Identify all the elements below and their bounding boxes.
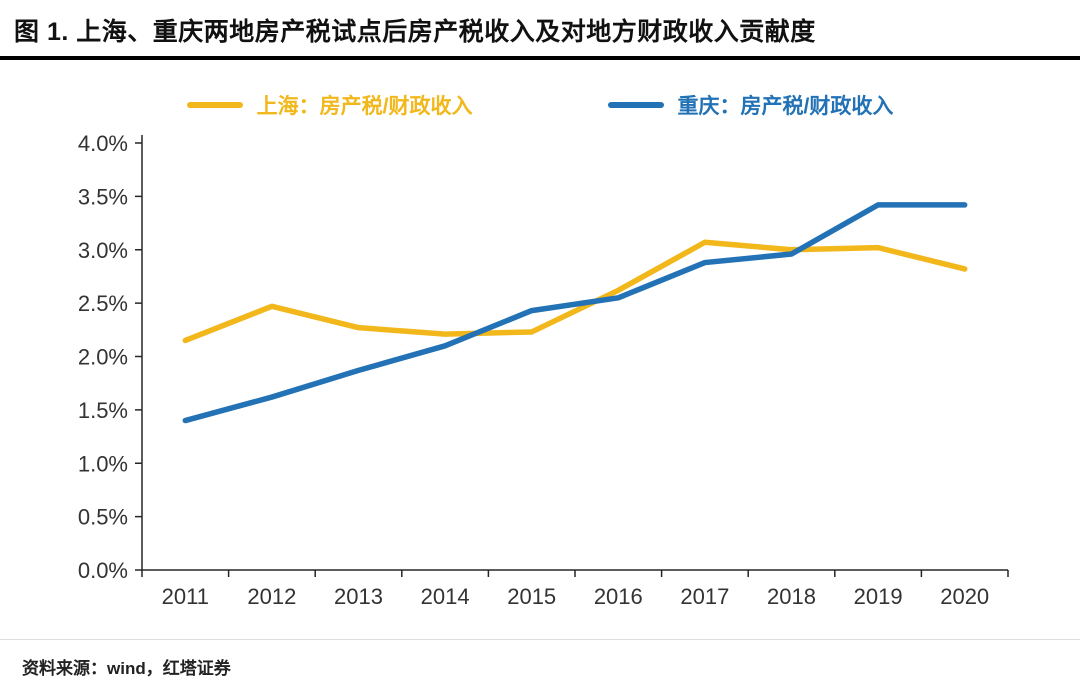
svg-text:2018: 2018	[767, 584, 816, 609]
svg-text:0.5%: 0.5%	[78, 505, 128, 530]
svg-text:2014: 2014	[421, 584, 470, 609]
shanghai-line-swatch	[186, 102, 243, 108]
svg-text:2013: 2013	[334, 584, 383, 609]
source-note: 资料来源：wind，红塔证券	[0, 639, 1080, 687]
legend-label-shanghai: 上海：房产税/财政收入	[256, 95, 473, 118]
svg-text:2017: 2017	[680, 584, 729, 609]
svg-text:2011: 2011	[162, 584, 209, 609]
line-chart: 0.0% 0.5% 1.0% 1.5% 2.0% 2.5% 3.0% 3.5% 4.0% 2011…	[0, 120, 1080, 639]
svg-text:2019: 2019	[854, 584, 903, 609]
svg-text:2016: 2016	[594, 584, 643, 609]
svg-text:2020: 2020	[940, 584, 989, 609]
legend-label-chongqing: 重庆：房产税/财政收入	[677, 95, 894, 118]
svg-text:2.0%: 2.0%	[78, 345, 128, 370]
line-chart-canvas: 0.0% 0.5% 1.0% 1.5% 2.0% 2.5% 3.0% 3.5% 4.0% 2011…	[78, 131, 1009, 609]
svg-text:0.0%: 0.0%	[78, 558, 128, 583]
svg-text:2.5%: 2.5%	[78, 291, 128, 316]
svg-text:2015: 2015	[507, 584, 556, 609]
figure-title: 图 1. 上海、重庆两地房产税试点后房产税收入及对地方财政收入贡献度	[14, 18, 816, 46]
legend-item-chongqing: 重庆：房产税/财政收入	[607, 90, 894, 120]
svg-text:2012: 2012	[247, 584, 296, 609]
svg-text:1.0%: 1.0%	[78, 451, 128, 476]
svg-text:3.0%: 3.0%	[78, 238, 128, 263]
chongqing-line-swatch	[607, 102, 664, 108]
svg-text:3.5%: 3.5%	[78, 184, 128, 209]
svg-text:1.5%: 1.5%	[78, 398, 128, 423]
figure-header: 图 1. 上海、重庆两地房产税试点后房产税收入及对地方财政收入贡献度	[0, 0, 1080, 60]
svg-text:4.0%: 4.0%	[78, 131, 128, 156]
chart-legend: 上海：房产税/财政收入 重庆：房产税/财政收入	[0, 90, 1080, 120]
legend-item-shanghai: 上海：房产税/财政收入	[186, 90, 473, 120]
